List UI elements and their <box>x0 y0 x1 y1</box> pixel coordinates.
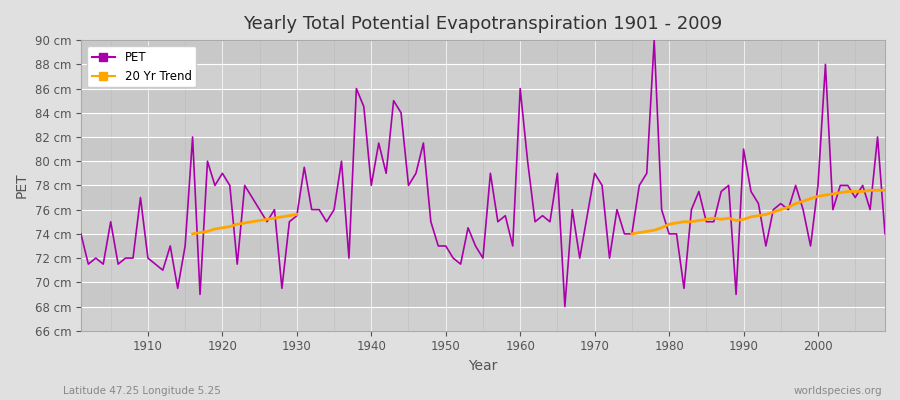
Text: worldspecies.org: worldspecies.org <box>794 386 882 396</box>
Bar <box>81 186 885 210</box>
Bar <box>81 282 885 306</box>
Bar <box>81 88 885 113</box>
Y-axis label: PET: PET <box>15 173 29 198</box>
Bar <box>81 113 885 137</box>
Bar <box>81 210 885 234</box>
Legend: PET, 20 Yr Trend: PET, 20 Yr Trend <box>86 46 196 87</box>
Bar <box>81 40 885 64</box>
Text: Latitude 47.25 Longitude 5.25: Latitude 47.25 Longitude 5.25 <box>63 386 220 396</box>
X-axis label: Year: Year <box>468 359 498 373</box>
Bar <box>81 137 885 161</box>
Bar <box>81 258 885 282</box>
Bar <box>81 234 885 258</box>
Bar <box>81 161 885 186</box>
Title: Yearly Total Potential Evapotranspiration 1901 - 2009: Yearly Total Potential Evapotranspiratio… <box>243 15 723 33</box>
Bar <box>81 306 885 331</box>
Bar <box>81 64 885 88</box>
